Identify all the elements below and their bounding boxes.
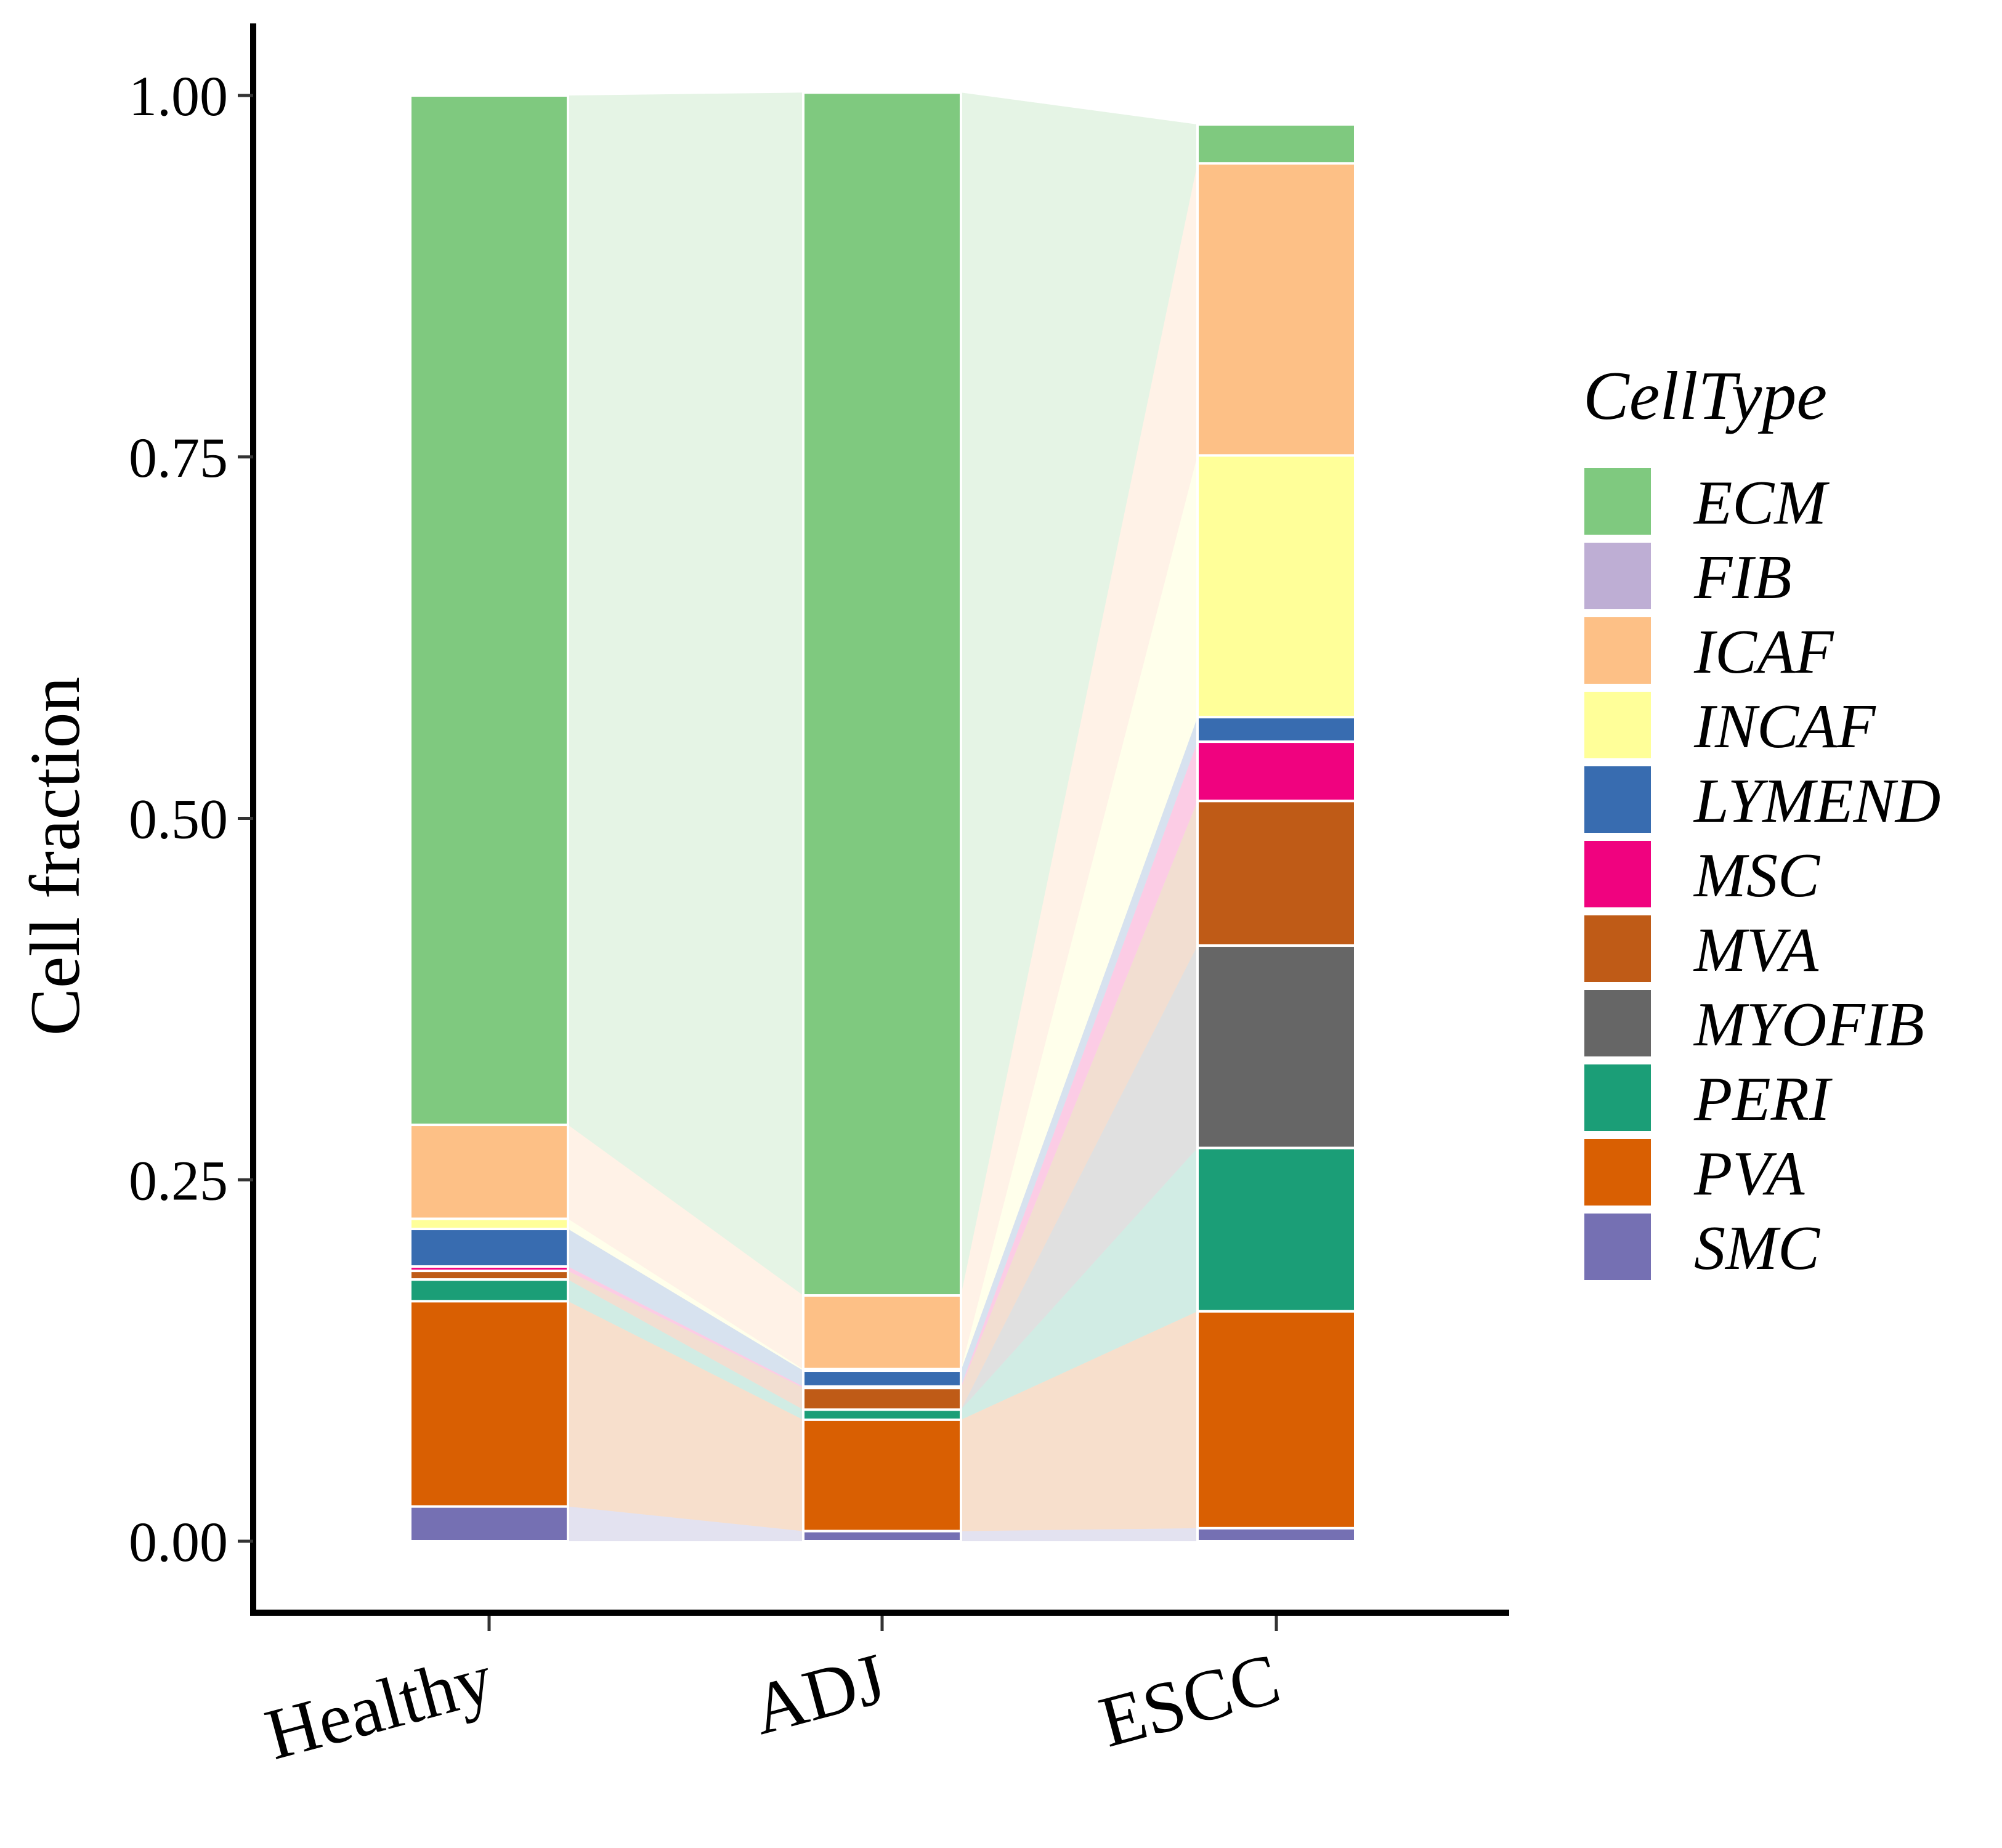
flow-icaf-healthy-to-adj: [568, 1125, 803, 1369]
legend-swatch-icaf: [1582, 615, 1653, 686]
legend-swatch-fib: [1582, 540, 1653, 612]
flow-msc-healthy-to-adj: [568, 1266, 803, 1388]
bar-healthy-pva: [409, 1300, 569, 1508]
flow-ecm-healthy-to-adj: [568, 92, 803, 1296]
flow-mva-adj-to-escc: [961, 801, 1198, 1410]
legend-label-peri: PERI: [1693, 1064, 1833, 1134]
y-tick-label: 0.25: [129, 1149, 228, 1212]
bar-healthy-peri: [409, 1278, 569, 1303]
legend-label-smc: SMC: [1694, 1214, 1820, 1283]
legend-label-ecm: ECM: [1693, 468, 1830, 538]
bar-healthy-incaf: [409, 1217, 569, 1231]
flow-incaf-healthy-to-adj: [568, 1218, 803, 1371]
bar-escc-smc: [1196, 1526, 1356, 1542]
legend-label-msc: MSC: [1693, 841, 1820, 910]
x-axis-ticks: Healthy ADJ ESCC: [257, 1616, 1288, 1775]
bar-healthy-ecm: [409, 94, 569, 1127]
flow-smc-healthy-to-adj: [568, 1506, 803, 1541]
legend-swatch-msc: [1582, 838, 1653, 910]
legend-swatch-myofib: [1582, 987, 1653, 1059]
bar-escc-ecm: [1196, 123, 1356, 165]
legend-swatch-smc: [1582, 1211, 1653, 1283]
flow-smc-adj-to-escc: [961, 1528, 1198, 1541]
x-tick-label-adj: ADJ: [744, 1638, 894, 1751]
bar-healthy-smc: [409, 1505, 569, 1543]
legend-swatch-peri: [1582, 1062, 1653, 1133]
flow-incaf-adj-to-escc: [961, 455, 1198, 1371]
bar-adj-lymend: [802, 1369, 962, 1388]
legend-swatch-ecm: [1582, 466, 1653, 537]
legend-title: CellType: [1583, 358, 1827, 434]
flow-peri-adj-to-escc: [961, 1148, 1198, 1420]
bar-escc-mva: [1196, 800, 1356, 947]
bar-adj-mva: [802, 1387, 962, 1411]
bar-adj-icaf: [802, 1294, 962, 1371]
legend-label-myofib: MYOFIB: [1693, 990, 1924, 1060]
bar-escc-myofib: [1196, 944, 1356, 1149]
flow-pva-healthy-to-adj: [568, 1301, 803, 1531]
y-tick-label: 0.75: [129, 426, 228, 489]
flow-myofib-adj-to-escc: [961, 946, 1198, 1410]
bar-escc-icaf: [1196, 162, 1356, 457]
flow-pva-adj-to-escc: [961, 1311, 1198, 1531]
legend-label-icaf: ICAF: [1693, 617, 1834, 687]
alluvial-flows: [568, 92, 1198, 1541]
legend-swatch-mva: [1582, 913, 1653, 984]
legend-swatch-pva: [1582, 1137, 1653, 1208]
bar-adj-ecm: [802, 91, 962, 1297]
bar-healthy-lymend: [409, 1228, 569, 1268]
y-axis-ticks: 0.00 0.25 0.50 0.75 1.00: [129, 65, 253, 1573]
legend-swatch-lymend: [1582, 764, 1653, 835]
bar-adj-peri: [802, 1408, 962, 1421]
y-tick-label: 0.00: [129, 1510, 228, 1573]
legend-swatch-incaf: [1582, 689, 1653, 761]
bar-escc-lymend: [1196, 716, 1356, 744]
y-axis-title: Cell fraction: [16, 676, 95, 1035]
stacked-bars: [409, 91, 1356, 1543]
flow-msc-adj-to-escc: [961, 742, 1198, 1388]
flow-lymend-adj-to-escc: [961, 717, 1198, 1387]
legend-label-fib: FIB: [1693, 543, 1792, 612]
flow-lymend-healthy-to-adj: [568, 1229, 803, 1387]
y-tick-label: 0.50: [129, 788, 228, 851]
bar-healthy-mva: [409, 1270, 569, 1281]
bar-adj-smc: [802, 1530, 962, 1543]
legend: ECMFIBICAFINCAFLYMENDMSCMVAMYOFIBPERIPVA…: [1582, 466, 1940, 1283]
bar-escc-pva: [1196, 1310, 1356, 1530]
bar-healthy-icaf: [409, 1124, 569, 1220]
legend-label-mva: MVA: [1693, 915, 1819, 985]
bar-adj-pva: [802, 1418, 962, 1533]
x-tick-label-healthy: Healthy: [257, 1638, 501, 1775]
flow-ecm-adj-to-escc: [961, 92, 1198, 1296]
y-tick-label: 1.00: [129, 65, 228, 128]
legend-label-pva: PVA: [1693, 1139, 1805, 1209]
x-tick-label-escc: ESCC: [1092, 1638, 1288, 1763]
legend-label-incaf: INCAF: [1693, 692, 1876, 761]
legend-label-lymend: LYMEND: [1693, 766, 1940, 836]
bar-escc-msc: [1196, 740, 1356, 803]
bar-escc-peri: [1196, 1146, 1356, 1313]
flow-peri-healthy-to-adj: [568, 1279, 803, 1420]
flow-icaf-adj-to-escc: [961, 163, 1198, 1369]
flow-mva-healthy-to-adj: [568, 1271, 803, 1410]
bar-escc-incaf: [1196, 454, 1356, 719]
